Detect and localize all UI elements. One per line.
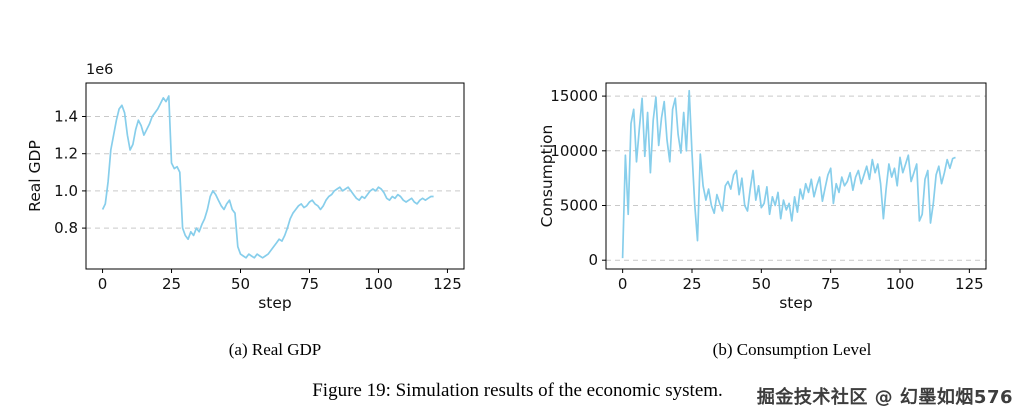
x-tick-label: 125 <box>955 275 984 293</box>
x-tick-label: 100 <box>886 275 915 293</box>
subcaption-real-gdp: (a) Real GDP <box>228 340 322 359</box>
y-offset-label: 1e6 <box>86 62 113 78</box>
y-tick-label: 0.8 <box>54 219 78 237</box>
x-tick-label: 25 <box>682 275 701 293</box>
y-tick-label: 10000 <box>550 142 598 160</box>
watermark: 掘金技术社区 @ 幻墨如烟576 <box>756 387 1013 408</box>
x-tick-label: 50 <box>231 275 250 293</box>
x-axis-label: step <box>779 294 813 312</box>
real-gdp-series <box>101 95 434 259</box>
x-axis-label: step <box>258 294 292 312</box>
y-tick-label: 1.4 <box>54 108 78 126</box>
consumption-series <box>621 89 956 259</box>
figure-caption: Figure 19: Simulation results of the eco… <box>312 380 723 401</box>
x-tick-label: 0 <box>618 275 628 293</box>
axes-frame <box>605 82 987 270</box>
y-axis-label: Consumption <box>538 125 556 228</box>
y-tick-label: 5000 <box>560 197 598 215</box>
x-tick-label: 25 <box>162 275 181 293</box>
consumption-chart: 0 25 50 75 100 125 0 5000 10000 15000 step Consumpt… <box>538 82 987 312</box>
y-tick-label: 0 <box>588 251 598 269</box>
axes-frame <box>85 82 465 270</box>
x-tick-label: 125 <box>433 275 462 293</box>
x-tick-label: 100 <box>364 275 393 293</box>
real-gdp-chart: 0 25 50 75 100 125 0.8 1.0 1.2 1.4 step Real GDP 1e6 <box>26 62 465 312</box>
x-tick-label: 75 <box>300 275 319 293</box>
x-tick-label: 0 <box>98 275 108 293</box>
y-axis-label: Real GDP <box>26 140 44 212</box>
subcaption-consumption: (b) Consumption Level <box>712 340 872 359</box>
y-tick-label: 1.0 <box>54 182 78 200</box>
x-tick-label: 50 <box>752 275 771 293</box>
y-tick-label: 1.2 <box>54 145 78 163</box>
x-tick-label: 75 <box>821 275 840 293</box>
y-tick-label: 15000 <box>550 87 598 105</box>
